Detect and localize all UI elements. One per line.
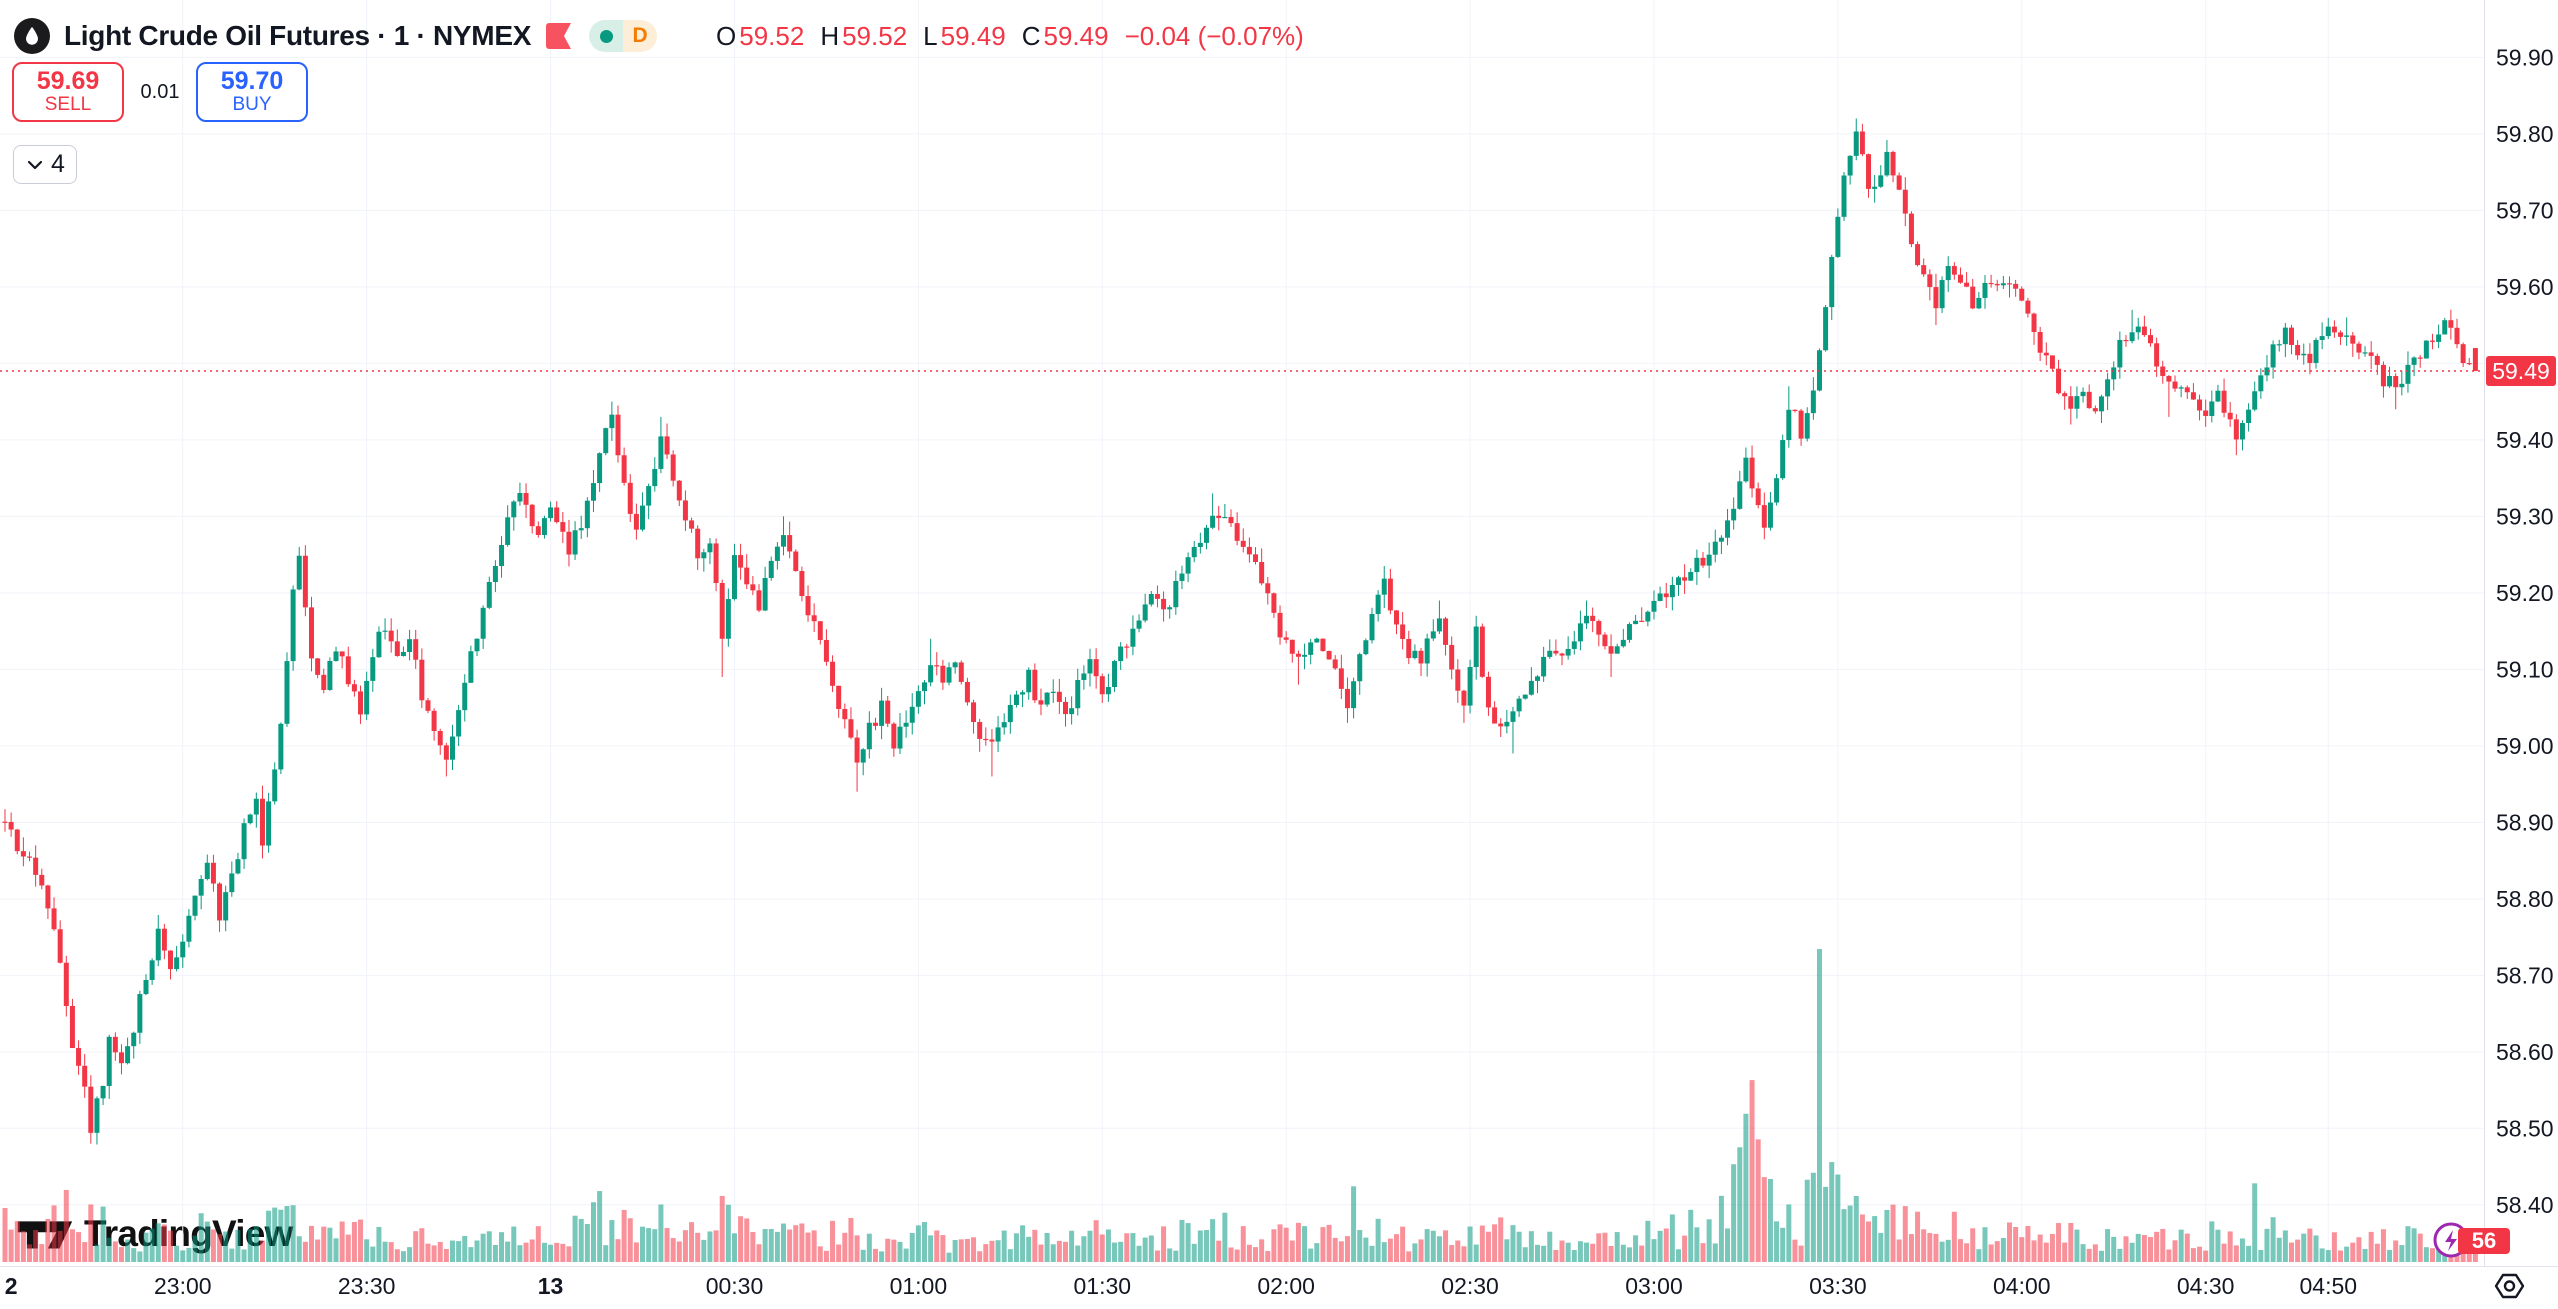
- time-axis-label: 00:30: [706, 1273, 764, 1299]
- delayed-data-badge: D: [623, 20, 658, 52]
- buy-price: 59.70: [220, 66, 284, 95]
- time-axis-label: 04:50: [2299, 1273, 2357, 1299]
- volume-layer: [2, 949, 2478, 1262]
- candles-layer: [2, 118, 2478, 1145]
- price-axis-label: 58.70: [2496, 962, 2554, 988]
- time-axis-label: 23:00: [154, 1273, 212, 1299]
- time-axis-label: 02:30: [1441, 1273, 1499, 1299]
- symbol-title: Light Crude Oil Futures · 1 · NYMEX: [64, 20, 532, 51]
- chevron-down-icon: [27, 160, 43, 169]
- price-axis-label: 59.00: [2496, 733, 2554, 759]
- time-axis-label: 01:00: [890, 1273, 948, 1299]
- time-axis-label: 03:30: [1809, 1273, 1867, 1299]
- timezone-settings-icon[interactable]: [2494, 1273, 2525, 1299]
- time-axis-label: 04:30: [2177, 1273, 2235, 1299]
- price-axis-label: 59.90: [2496, 44, 2554, 70]
- spread-value: 0.01: [140, 80, 180, 103]
- time-axis-label: 23:30: [338, 1273, 396, 1299]
- volume-value-badge-text: 56: [2472, 1228, 2496, 1253]
- price-axis-label: 59.20: [2496, 580, 2554, 606]
- high-label: H: [820, 20, 840, 51]
- time-axis-label: 01:30: [1073, 1273, 1131, 1299]
- time-axis[interactable]: 2 23:00 23:30 13 00:30 01:00 01:30 02:00 02:30 03…: [5, 1273, 2357, 1299]
- sell-label: SELL: [44, 94, 92, 116]
- time-axis-label: 02:00: [1257, 1273, 1315, 1299]
- change-value: −0.04 (−0.07%): [1124, 20, 1304, 51]
- time-axis-label: 04:00: [1993, 1273, 2051, 1299]
- buy-button[interactable]: 59.70 BUY: [196, 62, 308, 122]
- grid-layer: [0, 0, 2484, 1266]
- object-tree-button[interactable]: 4: [13, 145, 77, 184]
- order-panel: 59.69 SELL 0.01 59.70 BUY: [12, 62, 308, 122]
- symbol-logo: [14, 18, 50, 54]
- price-axis-label: 59.40: [2496, 427, 2554, 453]
- price-axis-label: 59.10: [2496, 656, 2554, 682]
- price-axis-label: 58.60: [2496, 1039, 2554, 1065]
- market-status-pill[interactable]: D: [589, 20, 658, 52]
- close-value: 59.49: [1043, 20, 1109, 51]
- object-tree-count: 4: [51, 150, 65, 178]
- ohlc-readout: O 59.52 H 59.52 L 59.49 C 59.49 −0.04 (−0.07…: [716, 16, 1304, 56]
- open-value: 59.52: [739, 20, 805, 51]
- last-price-badge: [2486, 356, 2556, 387]
- close-label: C: [1021, 20, 1041, 51]
- high-value: 59.52: [842, 20, 908, 51]
- time-axis-label: 13: [538, 1273, 564, 1299]
- price-axis-label: 59.60: [2496, 274, 2554, 300]
- buy-label: BUY: [232, 94, 272, 116]
- symbol-header: Light Crude Oil Futures · 1 · NYMEX D: [14, 16, 658, 56]
- sell-button[interactable]: 59.69 SELL: [12, 62, 124, 122]
- low-value: 59.49: [940, 20, 1006, 51]
- price-axis-label: 58.50: [2496, 1115, 2554, 1141]
- flag-icon[interactable]: [545, 21, 575, 51]
- oil-drop-icon: [26, 26, 38, 45]
- price-axis-label: 58.90: [2496, 809, 2554, 835]
- price-axis-label: 58.40: [2496, 1192, 2554, 1218]
- open-label: O: [716, 20, 737, 51]
- time-axis-label: 03:00: [1625, 1273, 1683, 1299]
- sell-price: 59.69: [36, 66, 100, 95]
- low-label: L: [923, 20, 938, 51]
- price-axis[interactable]: 59.90 59.80 59.70 59.60 59.40 59.30 59.20 59.10…: [2496, 44, 2554, 1217]
- market-open-dot: [589, 20, 624, 52]
- price-axis-label: 59.70: [2496, 197, 2554, 223]
- time-axis-label: 2: [5, 1273, 18, 1299]
- price-axis-label: 59.80: [2496, 121, 2554, 147]
- price-axis-label: 59.30: [2496, 503, 2554, 529]
- volume-value-badge: [2458, 1228, 2510, 1254]
- price-axis-label: 58.80: [2496, 886, 2554, 912]
- last-price-badge-text: 59.49: [2492, 358, 2550, 384]
